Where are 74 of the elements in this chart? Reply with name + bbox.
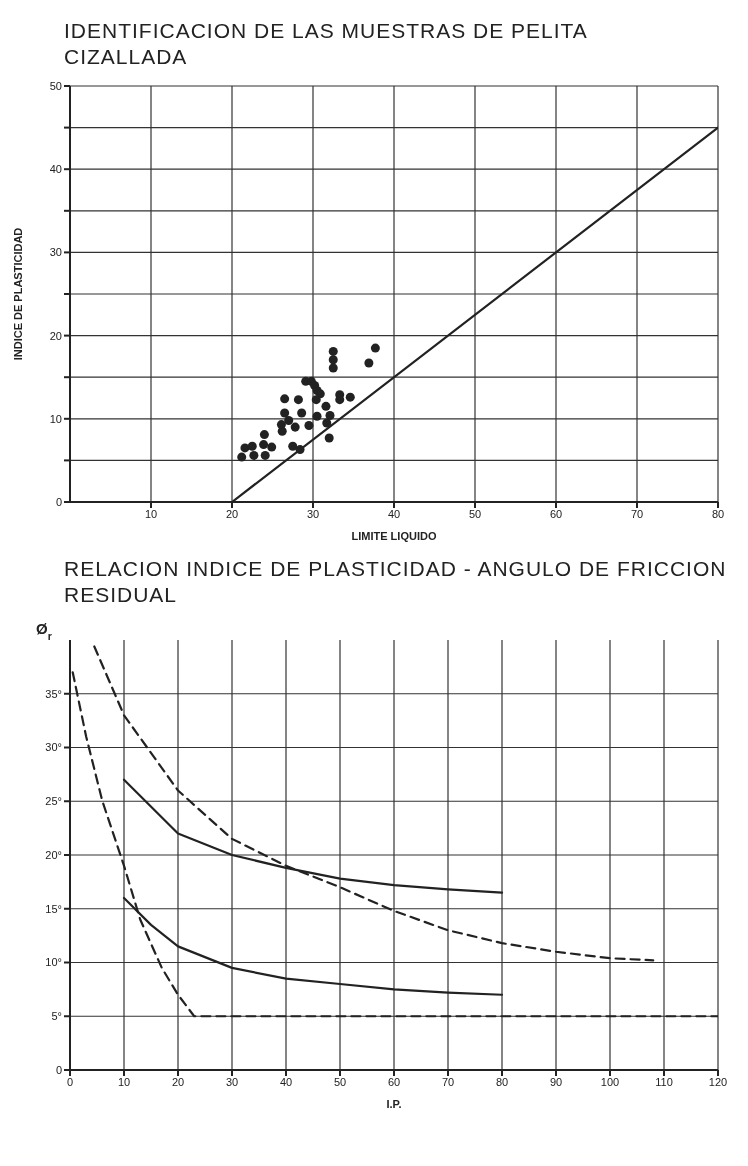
point	[237, 452, 247, 462]
point	[293, 395, 303, 405]
point	[325, 410, 335, 420]
y-tick-label: 10°	[45, 956, 62, 969]
point	[247, 441, 257, 451]
point	[364, 358, 374, 368]
point	[324, 433, 334, 443]
point	[312, 411, 322, 421]
x-tick-label: 10	[117, 1075, 131, 1088]
y-tick-label: 35°	[45, 687, 62, 700]
x-tick-label: 10	[144, 507, 158, 520]
y-tick-label: 20	[49, 329, 62, 342]
y-tick-label: 40	[49, 163, 62, 176]
point	[321, 401, 331, 411]
y-tick-label: 50	[49, 79, 62, 92]
point	[304, 420, 314, 430]
line-series	[122, 778, 504, 894]
x-tick-label: 20	[225, 507, 239, 520]
x-tick-label: 120	[708, 1075, 728, 1088]
y-tick-label: 30	[49, 246, 62, 259]
point	[280, 394, 290, 404]
point	[345, 392, 355, 402]
point	[370, 343, 380, 353]
y-axis-title: Ø$_{r}$	[36, 620, 52, 642]
point	[280, 408, 290, 418]
x-tick-label: 40	[279, 1075, 293, 1088]
point	[322, 418, 332, 428]
x-axis-title: LIMITE LIQUIDO	[351, 530, 437, 542]
x-tick-label: 40	[387, 507, 401, 520]
x-tick-label: 110	[655, 1075, 673, 1088]
x-tick-label: 60	[549, 507, 563, 520]
point	[328, 363, 338, 373]
x-tick-label: 50	[333, 1075, 347, 1088]
x-tick-label: 100	[600, 1075, 620, 1088]
x-tick-label: 90	[549, 1075, 563, 1088]
y-tick-label: 15°	[45, 902, 62, 915]
point	[288, 441, 298, 451]
point	[259, 430, 269, 440]
line-series	[122, 896, 504, 996]
chart-title: IDENTIFICACION DE LAS MUESTRAS DE PELITA CIZALLADA	[64, 18, 588, 70]
point	[328, 355, 338, 365]
point	[311, 395, 321, 405]
x-tick-label: 70	[630, 507, 644, 520]
y-tick-label: 0	[55, 1063, 62, 1076]
point	[277, 426, 287, 436]
point	[249, 450, 259, 460]
y-tick-label: 0	[55, 495, 62, 508]
point	[284, 415, 294, 425]
x-tick-label: 20	[171, 1075, 185, 1088]
point	[267, 442, 277, 452]
point	[328, 346, 338, 356]
chart-title: RELACION INDICE DE PLASTICIDAD - ANGULO DE FRICCION RESIDUAL	[64, 556, 728, 608]
point	[290, 422, 300, 432]
x-tick-label: 30	[225, 1075, 239, 1088]
point	[297, 408, 307, 418]
y-axis-title: INDICE DE PLASTICIDAD	[12, 227, 24, 361]
x-tick-label: 60	[387, 1075, 401, 1088]
y-tick-label: 30°	[45, 741, 62, 754]
x-tick-label: 80	[495, 1075, 509, 1088]
x-tick-label: 50	[468, 507, 482, 520]
y-tick-label: 20°	[45, 848, 62, 861]
point	[259, 440, 269, 450]
x-axis-title: I.P.	[386, 1098, 402, 1110]
point	[260, 450, 270, 460]
x-tick-label: 80	[711, 507, 725, 520]
x-tick-label: 30	[306, 507, 320, 520]
y-tick-label: 10	[49, 412, 62, 425]
y-tick-label: 25°	[45, 795, 62, 808]
x-tick-label: 70	[441, 1075, 455, 1088]
point	[295, 445, 305, 455]
line-series	[93, 645, 655, 962]
y-tick-label: 5°	[51, 1010, 62, 1023]
point	[335, 395, 345, 405]
x-tick-label: 0	[66, 1075, 74, 1088]
